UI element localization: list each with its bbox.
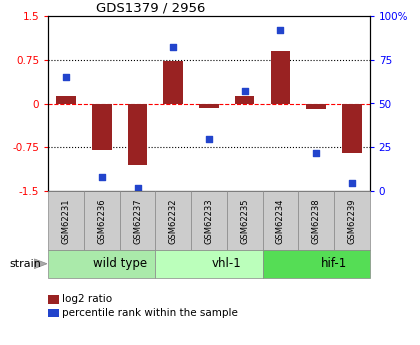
Bar <box>92 104 112 150</box>
Text: GSM62238: GSM62238 <box>312 198 320 244</box>
Text: GSM62232: GSM62232 <box>169 198 178 244</box>
Bar <box>56 97 76 104</box>
Bar <box>120 191 155 250</box>
Text: GSM62239: GSM62239 <box>347 198 356 244</box>
Bar <box>48 191 84 250</box>
Text: percentile rank within the sample: percentile rank within the sample <box>62 308 238 318</box>
Point <box>241 88 248 94</box>
Point <box>63 74 70 80</box>
Text: GSM62236: GSM62236 <box>97 198 106 244</box>
Text: GSM62234: GSM62234 <box>276 198 285 244</box>
Point <box>170 45 177 50</box>
Bar <box>298 191 334 250</box>
Text: log2 ratio: log2 ratio <box>62 294 112 304</box>
Text: GSM62231: GSM62231 <box>62 198 71 244</box>
Bar <box>306 104 326 109</box>
Polygon shape <box>34 259 47 268</box>
Bar <box>199 104 219 108</box>
Bar <box>84 191 120 250</box>
Point <box>206 136 212 141</box>
Bar <box>48 250 155 278</box>
Bar <box>270 51 290 104</box>
Bar <box>227 191 262 250</box>
Bar <box>191 191 227 250</box>
Text: GSM62235: GSM62235 <box>240 198 249 244</box>
Point <box>349 180 355 186</box>
Text: strain: strain <box>9 259 41 269</box>
Point <box>277 27 284 32</box>
Bar <box>342 104 362 153</box>
Bar <box>163 61 183 104</box>
Bar <box>334 191 370 250</box>
Text: vhl-1: vhl-1 <box>212 257 241 270</box>
Bar <box>128 104 147 165</box>
Text: GDS1379 / 2956: GDS1379 / 2956 <box>97 1 206 14</box>
Bar <box>155 250 262 278</box>
Bar <box>262 250 370 278</box>
Point <box>134 185 141 191</box>
Text: GSM62233: GSM62233 <box>205 198 213 244</box>
Bar <box>235 97 255 104</box>
Bar <box>262 191 298 250</box>
Text: GSM62237: GSM62237 <box>133 198 142 244</box>
Text: wild type: wild type <box>93 257 147 270</box>
Point <box>312 150 319 156</box>
Bar <box>155 191 191 250</box>
Text: hif-1: hif-1 <box>321 257 347 270</box>
Point <box>98 175 105 180</box>
